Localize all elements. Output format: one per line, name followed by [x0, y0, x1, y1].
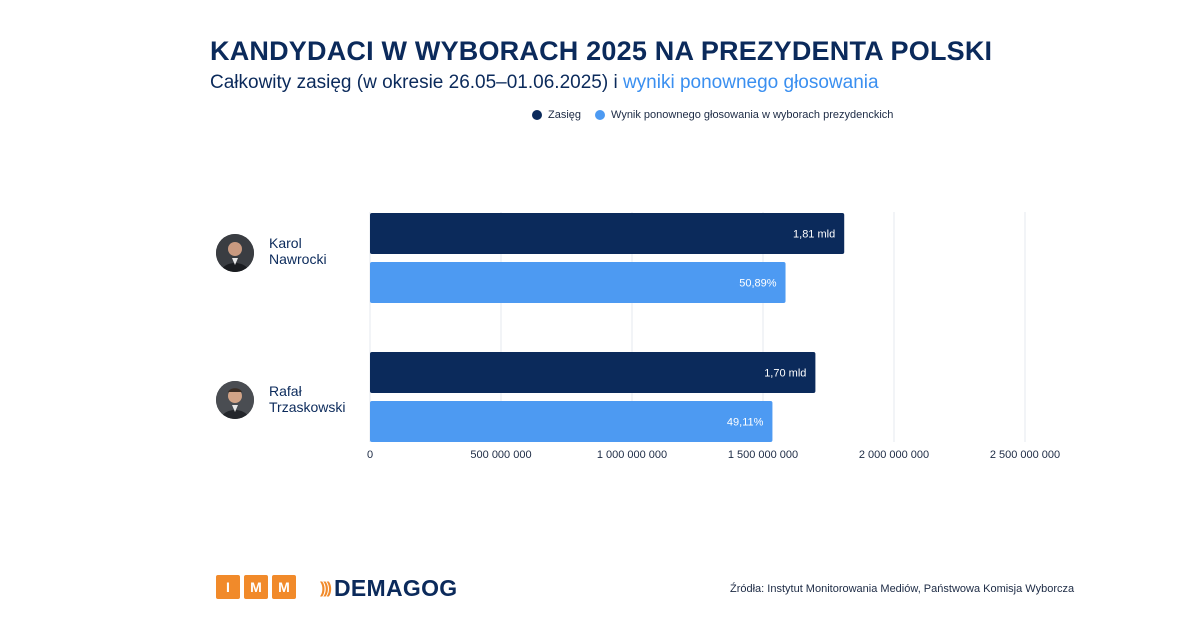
candidate-last-name: Nawrocki [269, 251, 327, 267]
bar-value-label: 50,89% [739, 278, 777, 290]
legend-item-zasieg: Zasięg [532, 109, 581, 121]
legend-swatch-wynik [595, 110, 606, 120]
x-tick-label: 0 [367, 449, 373, 461]
avatar-trzaskowski [216, 381, 254, 419]
legend-swatch-zasieg [532, 110, 542, 120]
imm-logo-letter: I [216, 575, 240, 599]
demagog-wordmark: DEMAGOG [333, 575, 458, 601]
candidate-first-name: Karol [269, 235, 302, 251]
person-photo-icon [216, 234, 254, 272]
imm-logo-letter: M [272, 575, 296, 599]
demagog-logo: ))) DEMAGOG [320, 575, 457, 602]
chart-legend: Zasięg Wynik ponownego głosowania w wybo… [532, 109, 893, 121]
source-note: Źródła: Instytut Monitorowania Mediów, P… [730, 583, 1075, 595]
x-tick-label: 500 000 000 [470, 449, 531, 461]
candidate-name-nawrocki: Karol Nawrocki [269, 235, 327, 267]
x-tick-label: 2 500 000 000 [990, 449, 1060, 461]
chart-title: KANDYDACI W WYBORACH 2025 NA PREZYDENTA … [210, 36, 993, 66]
x-tick-label: 1 500 000 000 [728, 449, 798, 461]
bar [370, 401, 773, 442]
imm-logo-letter: M [244, 575, 268, 599]
x-tick-label: 1 000 000 000 [597, 449, 667, 461]
person-photo-icon [216, 381, 254, 419]
legend-label-wynik: Wynik ponownego głosowania w wyborach pr… [611, 109, 894, 121]
bar [370, 352, 816, 393]
legend-label-zasieg: Zasięg [548, 109, 582, 121]
subtitle-text: Całkowity zasięg (w okresie 26.05–01.06.… [210, 72, 623, 93]
bar [370, 262, 786, 303]
bar-value-label: 1,70 mld [764, 368, 806, 380]
bar-value-label: 1,81 mld [793, 229, 835, 241]
subtitle-highlight: wyniki ponownego głosowania [622, 72, 879, 93]
candidate-first-name: Rafał [269, 383, 302, 399]
x-tick-label: 2 000 000 000 [859, 449, 929, 461]
bar-value-label: 49,11% [727, 417, 764, 429]
sound-waves-icon: ))) [320, 579, 332, 597]
candidate-name-trzaskowski: Rafał Trzaskowski [269, 383, 346, 415]
imm-logo: I M M [216, 575, 296, 599]
avatar-nawrocki [216, 234, 254, 272]
chart-subtitle: Całkowity zasięg (w okresie 26.05–01.06.… [210, 72, 879, 94]
candidate-last-name: Trzaskowski [269, 399, 346, 415]
legend-item-wynik: Wynik ponownego głosowania w wyborach pr… [595, 109, 893, 121]
bar [370, 213, 845, 254]
